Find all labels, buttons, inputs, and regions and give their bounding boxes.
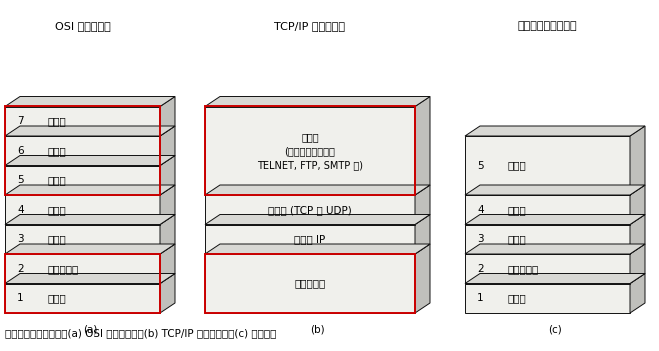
Text: 网络层: 网络层 <box>507 234 526 244</box>
Polygon shape <box>465 214 645 225</box>
Text: 运输层 (TCP 或 UDP): 运输层 (TCP 或 UDP) <box>268 205 352 215</box>
Text: (各种应用层协议如: (各种应用层协议如 <box>285 146 335 156</box>
Text: 5: 5 <box>477 160 484 171</box>
Text: 运输层: 运输层 <box>47 205 66 215</box>
Polygon shape <box>5 126 175 136</box>
Text: 会话层: 会话层 <box>47 175 66 185</box>
Text: 应用层: 应用层 <box>301 132 319 142</box>
Polygon shape <box>630 185 645 225</box>
Text: 数据链路层: 数据链路层 <box>507 264 538 274</box>
Polygon shape <box>465 284 630 313</box>
Polygon shape <box>5 284 160 313</box>
Polygon shape <box>160 214 175 254</box>
Text: 5: 5 <box>17 175 24 185</box>
Polygon shape <box>5 136 160 166</box>
Text: 3: 3 <box>17 234 24 244</box>
Polygon shape <box>5 225 160 254</box>
Polygon shape <box>5 185 175 195</box>
Polygon shape <box>465 273 645 284</box>
Polygon shape <box>5 97 175 106</box>
Polygon shape <box>160 155 175 195</box>
Polygon shape <box>415 214 430 254</box>
Polygon shape <box>415 185 430 225</box>
Polygon shape <box>205 195 415 225</box>
Polygon shape <box>160 126 175 166</box>
Polygon shape <box>415 244 430 313</box>
Text: 1: 1 <box>477 293 484 303</box>
Text: 五层协议的体系结构: 五层协议的体系结构 <box>518 21 577 31</box>
Text: 4: 4 <box>17 205 24 215</box>
Polygon shape <box>5 214 175 225</box>
Text: OSI 的体系结构: OSI 的体系结构 <box>55 21 110 31</box>
Polygon shape <box>630 244 645 284</box>
Polygon shape <box>160 244 175 284</box>
Polygon shape <box>205 214 430 225</box>
Polygon shape <box>630 273 645 313</box>
Polygon shape <box>465 136 630 195</box>
Text: 2: 2 <box>17 264 24 274</box>
Text: 3: 3 <box>477 234 484 244</box>
Polygon shape <box>160 185 175 225</box>
Text: 网际层 IP: 网际层 IP <box>295 234 326 244</box>
Text: 1: 1 <box>17 293 24 303</box>
Text: 6: 6 <box>17 146 24 156</box>
Polygon shape <box>205 244 430 254</box>
Polygon shape <box>5 195 160 225</box>
Text: 2: 2 <box>477 264 484 274</box>
Polygon shape <box>630 126 645 195</box>
Polygon shape <box>465 126 645 136</box>
Text: (a): (a) <box>83 325 97 335</box>
Polygon shape <box>465 244 645 254</box>
Text: 网络接口层: 网络接口层 <box>295 278 326 289</box>
Text: 应用层: 应用层 <box>47 116 66 126</box>
Polygon shape <box>415 97 430 195</box>
Polygon shape <box>465 254 630 284</box>
Polygon shape <box>465 185 645 195</box>
Text: 4: 4 <box>477 205 484 215</box>
Polygon shape <box>5 106 160 136</box>
Polygon shape <box>630 214 645 254</box>
Text: 7: 7 <box>17 116 24 126</box>
Polygon shape <box>5 273 175 284</box>
Polygon shape <box>205 106 415 195</box>
Text: 表示层: 表示层 <box>47 146 66 156</box>
Polygon shape <box>205 97 430 106</box>
Polygon shape <box>160 273 175 313</box>
Text: 物理层: 物理层 <box>507 293 526 303</box>
Text: 数据链路层: 数据链路层 <box>47 264 78 274</box>
Text: TCP/IP 的体系结构: TCP/IP 的体系结构 <box>275 21 345 31</box>
Text: 应用层: 应用层 <box>507 160 526 171</box>
Text: (c): (c) <box>548 325 562 335</box>
Polygon shape <box>5 244 175 254</box>
Text: (b): (b) <box>310 325 325 335</box>
Text: 网络层: 网络层 <box>47 234 66 244</box>
Polygon shape <box>205 225 415 254</box>
Polygon shape <box>465 225 630 254</box>
Polygon shape <box>205 185 430 195</box>
Polygon shape <box>465 195 630 225</box>
Text: TELNET, FTP, SMTP 等): TELNET, FTP, SMTP 等) <box>257 160 363 170</box>
Polygon shape <box>5 166 160 195</box>
Polygon shape <box>5 155 175 166</box>
Text: 运输层: 运输层 <box>507 205 526 215</box>
Text: 物理层: 物理层 <box>47 293 66 303</box>
Polygon shape <box>205 254 415 313</box>
Polygon shape <box>160 97 175 136</box>
Text: 计算机网络体系结构：(a) OSI 的七层协议；(b) TCP/IP 的四层协议；(c) 五层协议: 计算机网络体系结构：(a) OSI 的七层协议；(b) TCP/IP 的四层协议… <box>5 328 276 338</box>
Polygon shape <box>5 254 160 284</box>
